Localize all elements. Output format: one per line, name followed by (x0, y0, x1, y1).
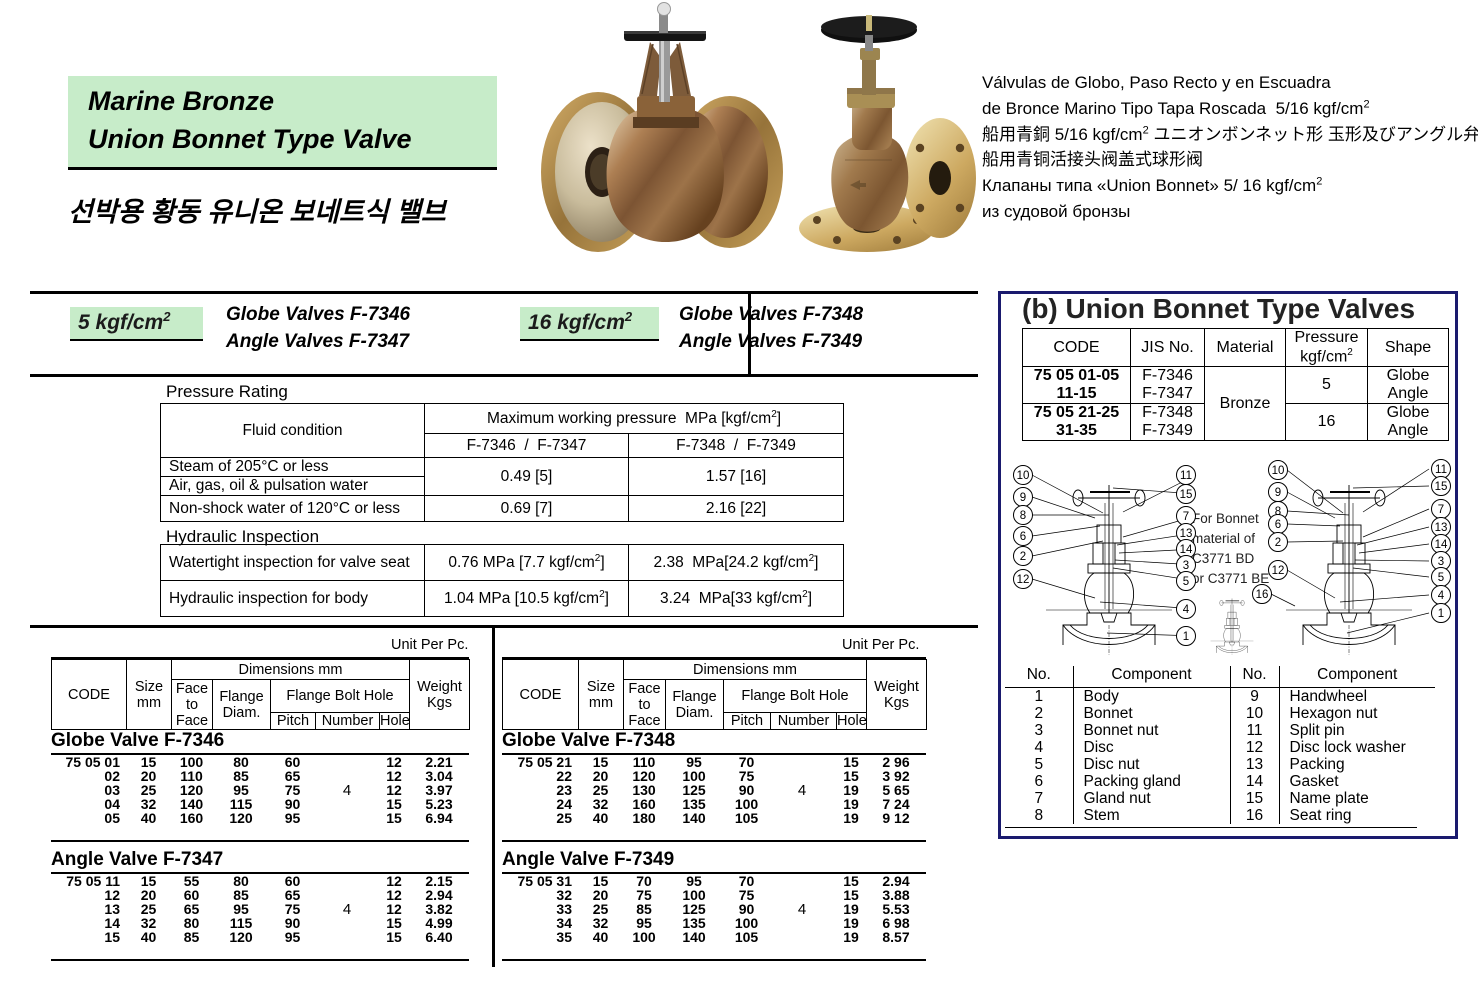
svg-text:material of: material of (1192, 531, 1255, 546)
svg-text:13: 13 (1180, 528, 1193, 540)
svg-text:1: 1 (1183, 631, 1189, 643)
svg-text:or C3771 BE: or C3771 BE (1192, 571, 1269, 586)
svg-text:15: 15 (1435, 481, 1448, 493)
svg-text:15: 15 (1180, 489, 1193, 501)
svg-text:9: 9 (1020, 492, 1026, 504)
svg-text:3: 3 (1438, 556, 1444, 568)
svg-text:13: 13 (1435, 522, 1448, 534)
svg-text:10: 10 (1017, 470, 1030, 482)
svg-text:9: 9 (1275, 487, 1281, 499)
svg-text:6: 6 (1275, 519, 1281, 531)
svg-text:12: 12 (1272, 565, 1285, 577)
svg-text:5: 5 (1183, 576, 1189, 588)
svg-text:7: 7 (1183, 511, 1189, 523)
svg-text:16: 16 (1256, 589, 1269, 601)
svg-text:6: 6 (1020, 531, 1026, 543)
svg-text:8: 8 (1020, 510, 1026, 522)
svg-text:1: 1 (1438, 608, 1444, 620)
svg-text:2: 2 (1275, 537, 1281, 549)
svg-text:14: 14 (1435, 539, 1448, 551)
svg-text:12: 12 (1017, 574, 1030, 586)
svg-text:2: 2 (1020, 551, 1026, 563)
svg-text:10: 10 (1272, 465, 1285, 477)
svg-text:11: 11 (1180, 470, 1192, 482)
svg-text:5: 5 (1438, 572, 1444, 584)
svg-text:3: 3 (1183, 560, 1189, 572)
svg-text:4: 4 (1438, 590, 1445, 602)
svg-text:4: 4 (1183, 604, 1190, 616)
svg-text:For Bonnet: For Bonnet (1192, 511, 1259, 526)
svg-text:C3771 BD: C3771 BD (1192, 551, 1255, 566)
svg-text:7: 7 (1438, 504, 1444, 516)
svg-text:11: 11 (1435, 464, 1447, 476)
svg-text:14: 14 (1180, 544, 1193, 556)
